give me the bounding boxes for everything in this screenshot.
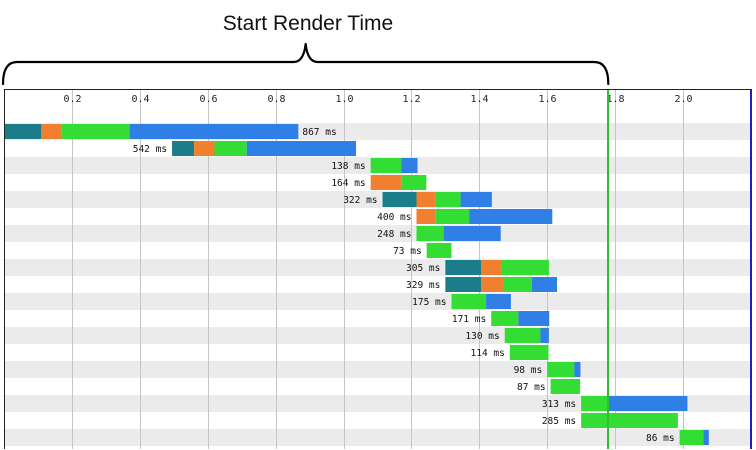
request-bar-segment [214,141,247,156]
duration-label: 542 ms [133,144,167,155]
request-bar-segment [370,158,402,173]
request-bar-segment [443,226,501,241]
row-stripe [4,327,752,344]
request-bar-segment [531,277,558,292]
request-bar-segment [501,260,549,275]
row-stripe [4,259,752,276]
request-bar-segment [401,158,418,173]
row-stripe [4,293,752,310]
request-bars [4,124,709,445]
duration-label: 138 ms [331,161,365,172]
duration-label: 86 ms [646,433,675,444]
duration-label: 329 ms [406,280,440,291]
request-bar-segment [480,260,502,275]
x-tick-label: 0.6 [199,94,217,105]
request-bar-segment [416,209,436,224]
duration-label: 313 ms [542,399,576,410]
x-tick-label: 0.8 [267,94,285,105]
request-bar-segment [703,430,709,445]
row-stripe [4,191,752,208]
x-tick-label: 1.2 [402,94,420,105]
duration-label: 164 ms [331,178,365,189]
duration-label: 285 ms [542,416,576,427]
row-stripe [4,225,752,242]
request-bar-segment [581,396,609,411]
request-bar-segment [4,124,42,139]
duration-label: 322 ms [343,195,377,206]
request-bar-segment [608,396,688,411]
request-bar-segment [445,260,481,275]
request-bar-segment [491,311,519,326]
row-stripe [4,395,752,412]
request-bar-segment [401,175,427,190]
x-tick-label: 1.8 [606,94,624,105]
duration-label: 248 ms [377,229,411,240]
request-bar-segment [486,294,511,309]
request-bar-segment [194,141,215,156]
duration-label: 305 ms [406,263,440,274]
request-bar-segment [129,124,299,139]
x-tick-label: 1.6 [538,94,556,105]
request-bar-segment [480,277,504,292]
request-bar-segment [382,192,417,207]
request-bar-segment [540,328,549,343]
chart-title: Start Render Time [223,12,393,35]
request-bar-segment [451,294,487,309]
plot-frame [4,89,752,449]
request-bar-segment [518,311,550,326]
duration-label: 175 ms [412,297,446,308]
duration-label: 73 ms [393,246,422,257]
duration-label: 114 ms [471,348,505,359]
x-tick-label: 1.4 [470,94,488,105]
request-bar-segment [679,430,704,445]
duration-label: 867 ms [302,127,336,138]
request-bar-segment [370,175,402,190]
duration-label: 130 ms [465,331,499,342]
duration-label: 98 ms [514,365,543,376]
x-tick-labels: 0.2 0.4 0.6 0.8 1.0 1.2 1.4 1.6 1.8 2.0 [63,94,692,105]
duration-label: 87 ms [517,382,546,393]
request-bar-segment [460,192,492,207]
duration-label: 171 ms [452,314,486,325]
request-bar-segment [574,362,581,377]
start-render-brace [1,42,610,86]
x-tick-label: 2.0 [674,94,692,105]
x-tick-label: 0.2 [63,94,81,105]
request-bar-segment [416,192,436,207]
request-bar-segment [435,192,461,207]
x-tick-label: 0.4 [131,94,149,105]
request-bar-segment [172,141,195,156]
request-bar-segment [416,226,444,241]
request-bar-segment [61,124,130,139]
request-bar-segment [445,277,481,292]
request-bar-segment [503,277,532,292]
request-bar-segment [509,345,549,360]
request-bar-segment [246,141,357,156]
request-bar-segment [435,209,470,224]
event-markers [607,89,752,449]
row-stripe [4,361,752,378]
request-bar-segment [581,413,678,428]
duration-label: 400 ms [377,212,411,223]
request-bar-segment [550,379,581,394]
request-bar-segment [41,124,62,139]
row-stripe [4,429,752,446]
request-bar-segment [469,209,553,224]
x-tick-label: 1.0 [335,94,353,105]
request-bar-segment [504,328,541,343]
request-bar-segment [547,362,575,377]
request-bar-segment [426,243,452,258]
